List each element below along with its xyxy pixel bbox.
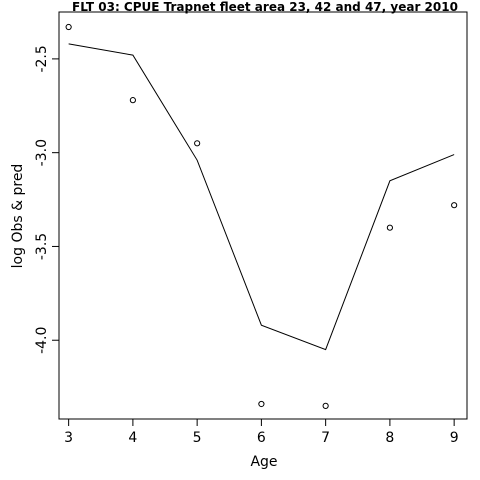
y-tick-label: -2.5 <box>34 45 50 72</box>
observed-point-age-9 <box>451 202 458 209</box>
x-tick-label: 7 <box>321 430 330 446</box>
y-tick-label: -4.0 <box>34 327 50 354</box>
x-tick-label: 5 <box>193 430 202 446</box>
observed-point-age-5 <box>194 140 201 147</box>
observed-point-age-8 <box>386 224 393 231</box>
x-tick-label: 9 <box>450 430 459 446</box>
chart-marks <box>65 23 458 409</box>
y-tick-label: -3.5 <box>34 233 50 260</box>
y-tick-label: -3.0 <box>34 139 50 166</box>
axes: 3 4 5 6 7 8 9 -2.5 -3.0 -3.5 -4.0 <box>34 45 459 446</box>
observed-point-age-7 <box>322 402 329 409</box>
x-tick-label: 4 <box>128 430 137 446</box>
x-tick-label: 6 <box>257 430 266 446</box>
predicted-line <box>68 43 455 351</box>
x-axis-label: Age <box>250 454 277 470</box>
x-tick-label: 3 <box>64 430 73 446</box>
observed-point-age-6 <box>258 400 265 408</box>
chart-title: FLT 03: CPUE Trapnet fleet area 23, 42 a… <box>72 0 458 14</box>
observed-point-age-4 <box>129 97 136 104</box>
x-tick-label: 8 <box>385 430 394 446</box>
observed-point-age-3 <box>65 23 72 31</box>
plot-area-frame <box>58 11 468 420</box>
y-axis-label: log Obs & pred <box>10 164 26 269</box>
